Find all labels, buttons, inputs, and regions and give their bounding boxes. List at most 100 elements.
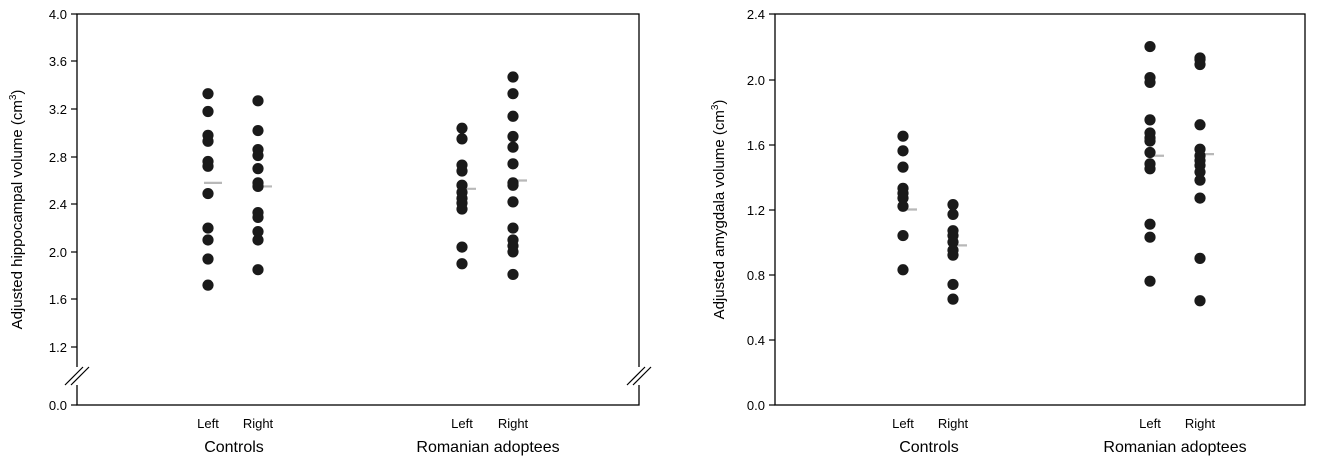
data-point [1194, 252, 1206, 264]
data-point [1144, 114, 1156, 126]
plot-frame [774, 13, 1306, 406]
series-controls-right [252, 95, 272, 276]
data-point [202, 279, 214, 291]
data-point [1144, 275, 1156, 287]
plot-frame [76, 13, 640, 406]
y-tick-label: 0.0 [747, 398, 765, 413]
series-controls-left [897, 130, 917, 276]
data-point [947, 236, 959, 248]
data-point [1194, 174, 1206, 186]
y-axis-title-superscript: 3 [8, 94, 19, 100]
y-tick-label: 1.2 [747, 203, 765, 218]
data-point [1194, 192, 1206, 204]
data-point [252, 226, 264, 238]
data-point [252, 149, 264, 162]
data-point [252, 180, 264, 193]
data-point [456, 258, 468, 270]
y-tick-label: 1.6 [49, 292, 67, 307]
x-tick-label: Left [451, 416, 473, 431]
data-point [202, 234, 214, 246]
y-tick-label: 2.4 [49, 197, 67, 212]
y-tick-label: 0.0 [49, 398, 67, 413]
data-point [456, 165, 468, 177]
data-point [507, 130, 519, 143]
data-point [507, 246, 519, 258]
data-point [1144, 231, 1156, 243]
group-label: Controls [204, 439, 264, 456]
y-tick-label: 2.0 [49, 245, 67, 260]
axis-break-mark [64, 366, 84, 386]
y-tick-label: 1.6 [747, 138, 765, 153]
data-point [202, 187, 214, 200]
series-romanian-adoptees-right [1194, 52, 1214, 307]
data-point [252, 124, 264, 137]
data-point [252, 163, 264, 175]
y-tick-label: 3.6 [49, 54, 67, 69]
y-axis-title-close: ) [711, 100, 728, 105]
x-tick-label: Right [243, 416, 274, 431]
data-point [456, 203, 468, 215]
x-tick-label: Left [892, 416, 914, 431]
data-point [507, 196, 519, 208]
x-tick-label: Left [1139, 416, 1161, 431]
axis-break-mark [626, 366, 646, 386]
y-tick-label: 0.4 [747, 333, 765, 348]
data-point [947, 293, 959, 305]
data-point [456, 122, 468, 134]
data-point [1144, 146, 1156, 159]
series-controls-right [947, 199, 967, 305]
series-romanian-adoptees-left [456, 122, 476, 270]
data-point [897, 264, 909, 276]
data-point [1144, 218, 1156, 230]
x-tick-label: Left [197, 416, 219, 431]
axis-break-mark [70, 366, 90, 386]
data-point [1194, 295, 1206, 307]
data-point [1194, 166, 1206, 178]
y-tick-label: 3.2 [49, 102, 67, 117]
data-point [947, 208, 959, 220]
data-point [202, 105, 214, 118]
series-romanian-adoptees-left [1144, 40, 1164, 287]
data-point [947, 249, 959, 261]
group-label: Controls [899, 439, 959, 456]
data-point [507, 88, 519, 100]
data-point [507, 179, 519, 191]
data-point [897, 145, 909, 157]
axis-break-gap [632, 367, 646, 385]
data-point [897, 130, 909, 142]
chart-panel-1: 0.0 1.2 1.6 2.0 2.4 2.8 3.2 3.6 4.0 Adjusted hipp… [8, 7, 652, 456]
axis-break-mark [632, 366, 652, 386]
data-point [507, 158, 519, 170]
y-tick-label: 0.8 [747, 268, 765, 283]
series-controls-left [202, 88, 222, 291]
data-point [202, 88, 214, 100]
data-point [456, 133, 468, 145]
group-label: Romanian adoptees [1103, 439, 1246, 456]
data-point [202, 160, 214, 172]
data-point [202, 253, 214, 265]
x-tick-label: Right [498, 416, 529, 431]
data-point [507, 268, 519, 281]
data-point [507, 71, 519, 83]
data-point [507, 110, 519, 122]
data-point [897, 161, 909, 173]
y-tick-label: 4.0 [49, 7, 67, 22]
data-point [1144, 163, 1156, 175]
data-point [507, 222, 519, 234]
data-point [202, 222, 214, 234]
group-label: Romanian adoptees [416, 439, 559, 456]
data-point [507, 141, 519, 153]
x-tick-label: Right [1185, 416, 1216, 431]
y-axis-title-text: Adjusted amygdala volume (cm [711, 110, 728, 319]
y-axis-title: Adjusted amygdala volume (cm3) [710, 100, 728, 320]
data-point [1194, 58, 1206, 71]
data-point [1194, 119, 1206, 131]
data-point [252, 95, 264, 107]
y-axis-title: Adjusted hippocampal volume (cm3) [8, 90, 26, 330]
y-axis-title-text: Adjusted hippocampal volume (cm [9, 100, 26, 329]
y-tick-label: 2.0 [747, 73, 765, 88]
axis-break-gap [70, 367, 84, 385]
y-axis-title-superscript: 3 [710, 104, 721, 110]
